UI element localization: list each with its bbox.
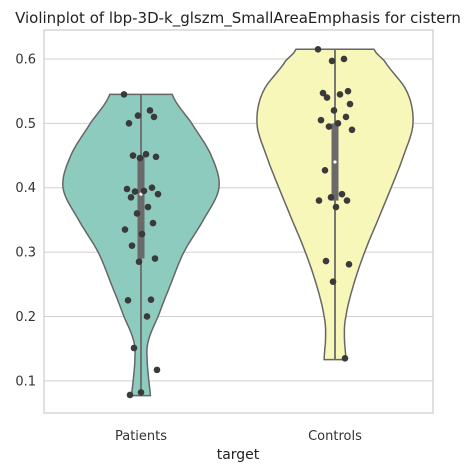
data-point <box>343 197 351 204</box>
data-point <box>332 203 340 211</box>
data-point <box>147 296 155 304</box>
violins <box>62 48 414 397</box>
y-tick-label: 0.3 <box>15 246 36 261</box>
data-point <box>123 185 131 193</box>
data-point <box>137 389 145 396</box>
data-point <box>152 153 160 161</box>
data-point <box>325 123 333 130</box>
data-point <box>321 167 329 174</box>
data-point <box>323 94 331 101</box>
y-tick-labels: 0.1 0.2 0.3 0.4 0.5 0.6 <box>15 52 36 389</box>
data-point <box>322 257 330 265</box>
data-point <box>150 113 158 121</box>
data-point <box>120 91 128 98</box>
y-tick-label: 0.1 <box>15 374 36 389</box>
data-point <box>327 194 335 201</box>
data-point <box>144 203 152 211</box>
data-point <box>138 230 146 238</box>
data-point <box>121 226 129 233</box>
data-point <box>126 391 134 399</box>
data-point <box>153 366 161 374</box>
data-point <box>142 150 150 158</box>
plot-frame <box>43 29 434 414</box>
data-point <box>140 187 148 195</box>
data-point <box>328 57 336 65</box>
data-point <box>129 152 137 159</box>
data-point <box>135 258 143 266</box>
iqr-box <box>137 155 145 259</box>
data-point <box>151 255 159 262</box>
x-tick-label: Controls <box>308 429 362 444</box>
data-point <box>338 190 346 198</box>
data-point <box>334 120 342 127</box>
data-point <box>125 120 133 127</box>
data-point <box>130 344 138 352</box>
x-axis-label: target <box>217 447 260 463</box>
y-tick-label: 0.2 <box>15 310 36 325</box>
data-point <box>317 116 325 124</box>
data-point <box>344 87 352 95</box>
x-tick-label: Patients <box>115 429 167 444</box>
data-point <box>348 126 356 134</box>
data-point <box>148 184 156 192</box>
data-point <box>134 112 142 119</box>
data-point <box>149 219 157 227</box>
data-point <box>330 107 338 114</box>
y-tick-label: 0.4 <box>15 181 36 196</box>
data-point <box>143 313 151 320</box>
y-tick-label: 0.5 <box>15 117 36 132</box>
data-point <box>127 194 135 201</box>
data-point <box>136 154 144 162</box>
data-point <box>345 261 353 268</box>
data-point <box>315 197 323 204</box>
data-point <box>128 242 136 249</box>
median-marker <box>333 160 337 164</box>
data-point <box>342 113 350 121</box>
data-point <box>314 46 322 53</box>
data-point <box>154 190 162 198</box>
data-point <box>124 297 132 304</box>
data-point <box>319 89 327 97</box>
data-point <box>336 91 344 98</box>
y-tick-label: 0.6 <box>15 52 36 67</box>
x-tick-labels: Patients Controls <box>115 429 362 444</box>
data-point <box>329 278 337 285</box>
strip-points <box>120 46 356 399</box>
data-point <box>340 55 348 63</box>
data-point <box>131 188 139 195</box>
data-point <box>341 354 349 362</box>
data-point <box>346 100 354 108</box>
data-point <box>133 210 141 217</box>
chart-title: Violinplot of lbp-3D-k_glszm_SmallAreaEm… <box>15 9 461 28</box>
data-point <box>146 107 154 114</box>
